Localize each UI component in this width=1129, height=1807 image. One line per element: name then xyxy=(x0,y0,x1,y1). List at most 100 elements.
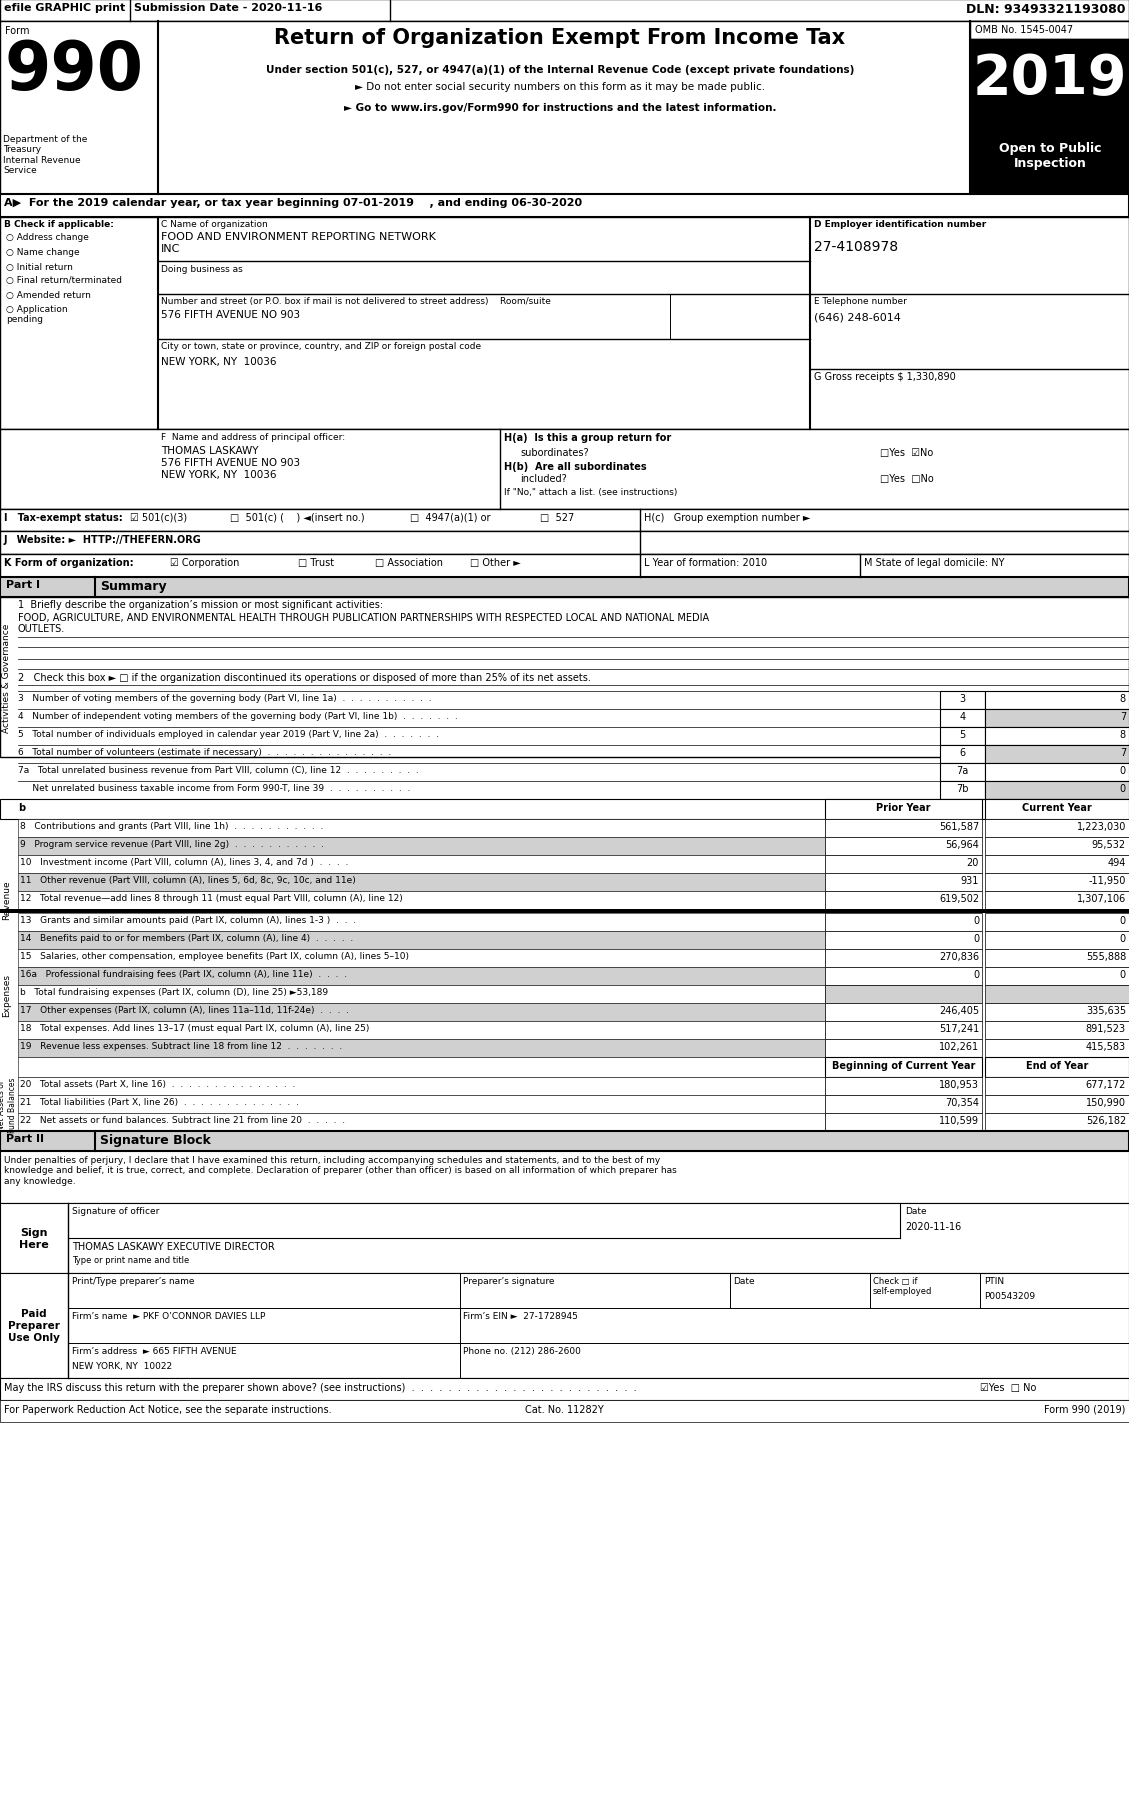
Text: ○ Name change: ○ Name change xyxy=(6,248,80,257)
Text: OUTLETS.: OUTLETS. xyxy=(18,623,65,634)
Bar xyxy=(970,130,1129,195)
Text: Return of Organization Exempt From Income Tax: Return of Organization Exempt From Incom… xyxy=(274,27,846,49)
Text: If "No," attach a list. (see instructions): If "No," attach a list. (see instruction… xyxy=(504,488,677,497)
Text: Current Year: Current Year xyxy=(1022,802,1092,813)
Text: H(b)  Are all subordinates: H(b) Are all subordinates xyxy=(504,463,647,472)
Text: Submission Date - 2020-11-16: Submission Date - 2020-11-16 xyxy=(134,4,323,13)
Text: 0: 0 xyxy=(1120,784,1126,793)
Bar xyxy=(825,967,982,985)
Text: Preparer’s signature: Preparer’s signature xyxy=(463,1276,554,1285)
Text: I   Tax-exempt status:: I Tax-exempt status: xyxy=(5,513,123,522)
Text: 526,182: 526,182 xyxy=(1086,1115,1126,1126)
Text: Part I: Part I xyxy=(6,580,40,589)
Bar xyxy=(0,578,1129,598)
Text: Open to Public
Inspection: Open to Public Inspection xyxy=(999,143,1101,170)
Text: Date: Date xyxy=(733,1276,754,1285)
Text: OMB No. 1545-0047: OMB No. 1545-0047 xyxy=(975,25,1074,34)
Bar xyxy=(940,746,984,764)
Text: 95,532: 95,532 xyxy=(1092,840,1126,849)
Text: 891,523: 891,523 xyxy=(1086,1023,1126,1034)
Bar xyxy=(940,710,984,728)
Bar xyxy=(0,195,1129,219)
Bar xyxy=(0,1400,1129,1422)
Text: 14   Benefits paid to or for members (Part IX, column (A), line 4)  .  .  .  .  : 14 Benefits paid to or for members (Part… xyxy=(20,934,353,943)
Text: 56,964: 56,964 xyxy=(945,840,979,849)
Bar xyxy=(18,949,825,967)
Bar xyxy=(984,782,1129,799)
Text: G Gross receipts $ 1,330,890: G Gross receipts $ 1,330,890 xyxy=(814,372,956,381)
Text: Phone no. (212) 286-2600: Phone no. (212) 286-2600 xyxy=(463,1346,581,1355)
Text: □Yes  ☑No: □Yes ☑No xyxy=(879,448,934,457)
Bar xyxy=(825,985,982,1003)
Bar xyxy=(825,1113,982,1131)
Bar xyxy=(825,914,982,931)
Text: efile GRAPHIC print: efile GRAPHIC print xyxy=(5,4,125,13)
Text: 5: 5 xyxy=(960,730,965,739)
Text: □ Other ►: □ Other ► xyxy=(470,558,520,567)
Text: Firm’s name  ► PKF O’CONNOR DAVIES LLP: Firm’s name ► PKF O’CONNOR DAVIES LLP xyxy=(72,1312,265,1321)
Bar xyxy=(970,40,1129,130)
Text: 931: 931 xyxy=(961,876,979,885)
Text: NEW YORK, NY  10022: NEW YORK, NY 10022 xyxy=(72,1361,172,1370)
Text: End of Year: End of Year xyxy=(1026,1061,1088,1070)
Bar xyxy=(18,985,825,1003)
Text: Type or print name and title: Type or print name and title xyxy=(72,1256,190,1265)
Text: 576 FIFTH AVENUE NO 903: 576 FIFTH AVENUE NO 903 xyxy=(161,309,300,320)
Text: 11   Other revenue (Part VIII, column (A), lines 5, 6d, 8c, 9c, 10c, and 11e): 11 Other revenue (Part VIII, column (A),… xyxy=(20,876,356,884)
Text: □  4947(a)(1) or: □ 4947(a)(1) or xyxy=(410,513,490,522)
Text: ► Go to www.irs.gov/Form990 for instructions and the latest information.: ► Go to www.irs.gov/Form990 for instruct… xyxy=(343,103,777,112)
Text: Firm’s EIN ►  27-1728945: Firm’s EIN ► 27-1728945 xyxy=(463,1312,578,1321)
Text: 7: 7 xyxy=(1120,712,1126,721)
Bar xyxy=(18,1057,825,1077)
Text: 1,223,030: 1,223,030 xyxy=(1077,822,1126,831)
Text: A▶  For the 2019 calendar year, or tax year beginning 07-01-2019    , and ending: A▶ For the 2019 calendar year, or tax ye… xyxy=(5,199,583,208)
Bar xyxy=(984,1077,1129,1095)
Text: 0: 0 xyxy=(973,934,979,943)
Text: 7b: 7b xyxy=(956,784,969,793)
Text: 2   Check this box ► □ if the organization discontinued its operations or dispos: 2 Check this box ► □ if the organization… xyxy=(18,672,590,683)
Text: ☑Yes  □ No: ☑Yes □ No xyxy=(980,1382,1036,1391)
Text: 0: 0 xyxy=(1120,916,1126,925)
Bar xyxy=(984,728,1129,746)
Text: 555,888: 555,888 xyxy=(1086,952,1126,961)
Text: 70,354: 70,354 xyxy=(945,1097,979,1108)
Text: Activities & Governance: Activities & Governance xyxy=(2,623,11,732)
Text: 18   Total expenses. Add lines 13–17 (must equal Part IX, column (A), line 25): 18 Total expenses. Add lines 13–17 (must… xyxy=(20,1023,369,1032)
Bar xyxy=(984,855,1129,873)
Bar xyxy=(825,1003,982,1021)
Text: 246,405: 246,405 xyxy=(939,1005,979,1016)
Bar xyxy=(825,799,982,820)
Text: b: b xyxy=(18,802,25,813)
Text: 335,635: 335,635 xyxy=(1086,1005,1126,1016)
Bar xyxy=(825,1039,982,1057)
Text: 180,953: 180,953 xyxy=(939,1079,979,1090)
Text: -11,950: -11,950 xyxy=(1088,876,1126,885)
Bar xyxy=(18,1039,825,1057)
Bar xyxy=(984,1039,1129,1057)
Text: FOOD AND ENVIRONMENT REPORTING NETWORK: FOOD AND ENVIRONMENT REPORTING NETWORK xyxy=(161,231,436,242)
Text: ○ Amended return: ○ Amended return xyxy=(6,291,90,300)
Bar xyxy=(825,873,982,891)
Bar xyxy=(0,510,1129,531)
Bar xyxy=(18,820,825,837)
Text: Paid
Preparer
Use Only: Paid Preparer Use Only xyxy=(8,1308,60,1343)
Bar xyxy=(984,1057,1129,1077)
Text: 990: 990 xyxy=(5,38,145,105)
Text: Summary: Summary xyxy=(100,580,167,593)
Text: 7a   Total unrelated business revenue from Part VIII, column (C), line 12  .  . : 7a Total unrelated business revenue from… xyxy=(18,766,419,775)
Bar xyxy=(984,692,1129,710)
Text: E Telephone number: E Telephone number xyxy=(814,296,907,305)
Text: 0: 0 xyxy=(1120,970,1126,979)
Text: P00543209: P00543209 xyxy=(984,1292,1035,1301)
Bar xyxy=(0,1274,1129,1379)
Bar xyxy=(984,985,1129,1003)
Bar xyxy=(18,1021,825,1039)
Text: 561,587: 561,587 xyxy=(938,822,979,831)
Text: F  Name and address of principal officer:: F Name and address of principal officer: xyxy=(161,432,345,441)
Text: 3   Number of voting members of the governing body (Part VI, line 1a)  .  .  .  : 3 Number of voting members of the govern… xyxy=(18,694,431,703)
Text: 0: 0 xyxy=(1120,934,1126,943)
Bar xyxy=(984,799,1129,820)
Bar xyxy=(0,219,1129,430)
Text: 4: 4 xyxy=(960,712,965,721)
Text: Net unrelated business taxable income from Form 990-T, line 39  .  .  .  .  .  .: Net unrelated business taxable income fr… xyxy=(18,784,410,793)
